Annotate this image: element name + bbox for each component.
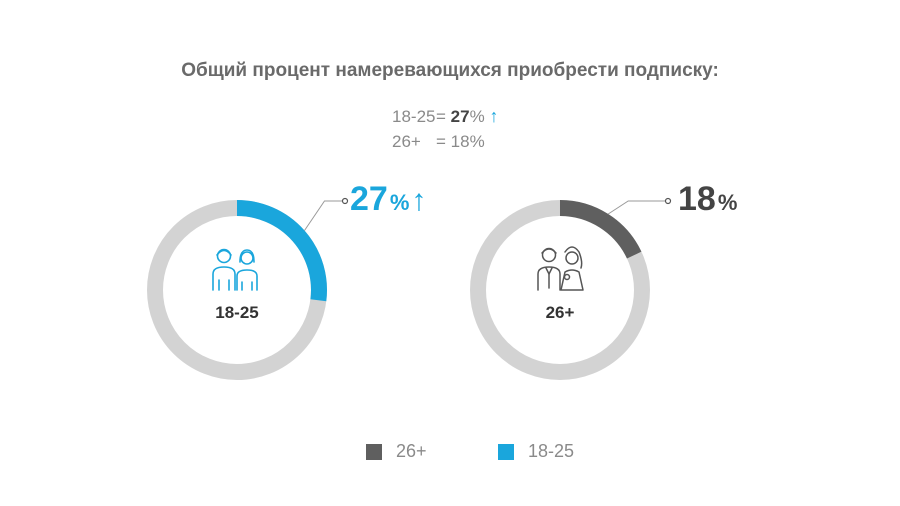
summary-unit: % — [469, 107, 485, 126]
leader-line-26-plus — [607, 200, 668, 215]
summary-unit: % — [469, 132, 485, 151]
legend-swatch — [366, 443, 382, 460]
bride-groom-icon — [537, 246, 584, 291]
up-arrow-icon: ↑ — [411, 184, 426, 217]
donut-arc-18-25 — [236, 200, 327, 302]
value-unit: % — [390, 190, 410, 215]
donut-arc-26-plus — [559, 200, 642, 259]
value-unit: % — [718, 190, 738, 215]
value-label-26-plus: 18% — [678, 180, 737, 218]
legend-swatch — [498, 443, 514, 460]
summary-eq: = — [436, 107, 446, 126]
value-number: 27 — [350, 180, 388, 218]
leader-line-18-25 — [304, 200, 345, 231]
leader-dot-18-25 — [341, 197, 349, 205]
value-label-18-25: 27%↑ — [350, 180, 426, 218]
legend-label: 26+ — [396, 441, 427, 461]
summary-label: 26+ — [392, 132, 421, 151]
summary-label: 18-25 — [392, 107, 436, 126]
legend-label: 18-25 — [528, 441, 575, 461]
summary-row-26-plus: 26+ = 18% — [392, 129, 498, 154]
summary-row-18-25: 18-25= 27% ↑ — [392, 104, 498, 129]
summary-eq: = — [436, 132, 446, 151]
young-couple-icon — [212, 248, 258, 291]
summary-block: 18-25= 27% ↑ 26+ = 18% — [392, 104, 498, 154]
summary-value: 18 — [450, 132, 470, 151]
legend-item-26-plus: 26+ — [366, 441, 427, 462]
leader-dot-26-plus — [664, 197, 672, 205]
value-number: 18 — [678, 180, 716, 218]
legend-item-18-25: 18-25 — [498, 441, 574, 462]
center-label-26-plus: 26+ — [546, 303, 575, 322]
up-arrow-icon: ↑ — [489, 106, 499, 126]
center-label-18-25: 18-25 — [215, 303, 258, 322]
summary-value: 27 — [450, 107, 470, 126]
chart-title: Общий процент намеревающихся приобрести … — [181, 60, 719, 81]
